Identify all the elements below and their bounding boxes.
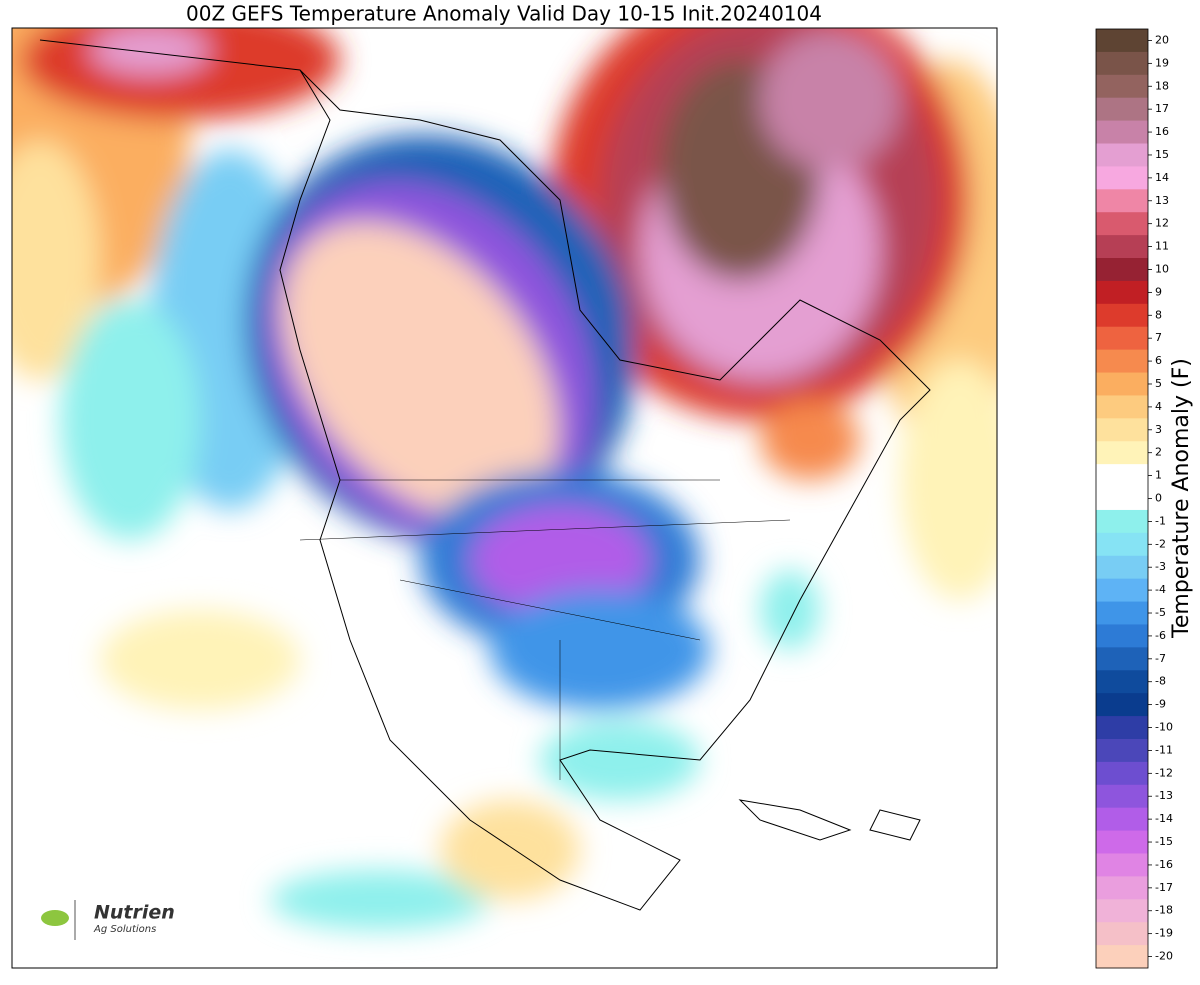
colorbar-bin [1096, 830, 1148, 854]
colorbar-tick-label: -9 [1155, 698, 1166, 711]
colorbar-bin [1096, 51, 1148, 76]
colorbar-tick-label: 6 [1155, 354, 1162, 367]
colorbar-tick-label: 15 [1155, 148, 1169, 161]
colorbar-bin [1096, 464, 1148, 488]
colorbar-bin [1096, 29, 1148, 53]
colorbar-tick-label: -2 [1155, 537, 1166, 550]
colorbar-tick-label: -6 [1155, 629, 1166, 642]
colorbar-bin [1096, 372, 1148, 396]
colorbar-tick-label: -3 [1155, 560, 1166, 573]
colorbar-tick-label: 20 [1155, 33, 1169, 46]
colorbar-bin [1096, 670, 1148, 694]
colorbar-bin [1096, 418, 1148, 442]
colorbar-tick-label: -4 [1155, 583, 1166, 596]
colorbar-bin [1096, 555, 1148, 580]
colorbar-bin [1096, 532, 1148, 557]
colorbar-tick-label: 5 [1155, 377, 1162, 390]
colorbar-bin [1096, 693, 1148, 717]
colorbar-tick-label: 3 [1155, 423, 1162, 436]
colorbar-tick-label: -16 [1155, 858, 1173, 871]
colorbar-bin [1096, 647, 1148, 671]
colorbar-bin [1096, 143, 1148, 167]
colorbar-bin [1096, 258, 1148, 282]
colorbar-tick-label: 0 [1155, 492, 1162, 505]
colorbar-bin [1096, 922, 1148, 946]
colorbar-tick-label: -14 [1155, 812, 1173, 825]
colorbar-bin [1096, 624, 1148, 648]
map [12, 28, 997, 930]
colorbar-tick-label: 13 [1155, 194, 1169, 207]
colorbar-bin [1096, 509, 1148, 534]
colorbar-tick-label: 17 [1155, 102, 1169, 115]
colorbar-tick-label: 4 [1155, 400, 1162, 413]
colorbar-bin [1096, 441, 1148, 465]
colorbar-bin [1096, 716, 1148, 740]
logo-subtitle: Ag Solutions [93, 924, 156, 935]
colorbar-bin [1096, 601, 1148, 625]
colorbar-bin [1096, 97, 1148, 122]
colorbar-tick-label: -7 [1155, 652, 1166, 665]
colorbar-tick-label: 19 [1155, 56, 1169, 69]
colorbar-bin [1096, 807, 1148, 832]
colorbar-tick-label: -18 [1155, 904, 1173, 917]
colorbar-bin [1096, 945, 1148, 969]
colorbar-tick-label: 11 [1155, 240, 1169, 253]
colorbar-bin [1096, 326, 1148, 351]
colorbar-tick-label: -10 [1155, 721, 1173, 734]
colorbar-bin [1096, 189, 1148, 213]
colorbar-tick-label: -1 [1155, 514, 1166, 527]
colorbar-bin [1096, 761, 1148, 786]
colorbar-tick-label: 14 [1155, 171, 1169, 184]
colorbar-bin [1096, 166, 1148, 190]
colorbar-tick-label: 12 [1155, 217, 1169, 230]
colorbar-bin [1096, 303, 1148, 328]
colorbar-bin [1096, 280, 1148, 305]
logo: Nutrien Ag Solutions [41, 900, 175, 940]
colorbar-bin [1096, 578, 1148, 603]
colorbar-tick-label: -15 [1155, 835, 1173, 848]
colorbar-bin [1096, 349, 1148, 374]
colorbar: 20191817161514131211109876543210-1-2-3-4… [1095, 28, 1173, 969]
colorbar-tick-label: -8 [1155, 675, 1166, 688]
colorbar-bin [1096, 212, 1148, 236]
colorbar-bin [1096, 784, 1148, 809]
logo-brand: Nutrien [94, 902, 175, 924]
colorbar-tick-label: 9 [1155, 285, 1162, 298]
colorbar-tick-label: -13 [1155, 789, 1173, 802]
colorbar-bin [1096, 120, 1148, 145]
colorbar-label: Temperature Anomaly (F) [1169, 358, 1194, 639]
colorbar-bin [1096, 738, 1148, 763]
colorbar-bin [1096, 395, 1148, 419]
colorbar-tick-label: 10 [1155, 262, 1169, 275]
map-title: 00Z GEFS Temperature Anomaly Valid Day 1… [186, 2, 822, 26]
map-frame [11, 27, 998, 969]
colorbar-tick-label: -11 [1155, 743, 1173, 756]
colorbar-tick-label: 16 [1155, 125, 1169, 138]
colorbar-tick-label: -19 [1155, 927, 1173, 940]
colorbar-bin [1096, 74, 1148, 99]
colorbar-tick-label: -12 [1155, 766, 1173, 779]
colorbar-tick-label: 1 [1155, 469, 1162, 482]
colorbar-bin [1096, 235, 1148, 259]
colorbar-tick-label: -5 [1155, 606, 1166, 619]
colorbar-tick-label: -17 [1155, 881, 1173, 894]
colorbar-tick-label: 8 [1155, 308, 1162, 321]
colorbar-tick-label: -20 [1155, 950, 1173, 963]
colorbar-bin [1096, 876, 1148, 900]
colorbar-bin [1096, 487, 1148, 511]
colorbar-tick-label: 18 [1155, 79, 1169, 92]
colorbar-tick-label: 7 [1155, 331, 1162, 344]
colorbar-bin [1096, 899, 1148, 923]
colorbar-tick-label: 2 [1155, 446, 1162, 459]
colorbar-bin [1096, 853, 1148, 877]
